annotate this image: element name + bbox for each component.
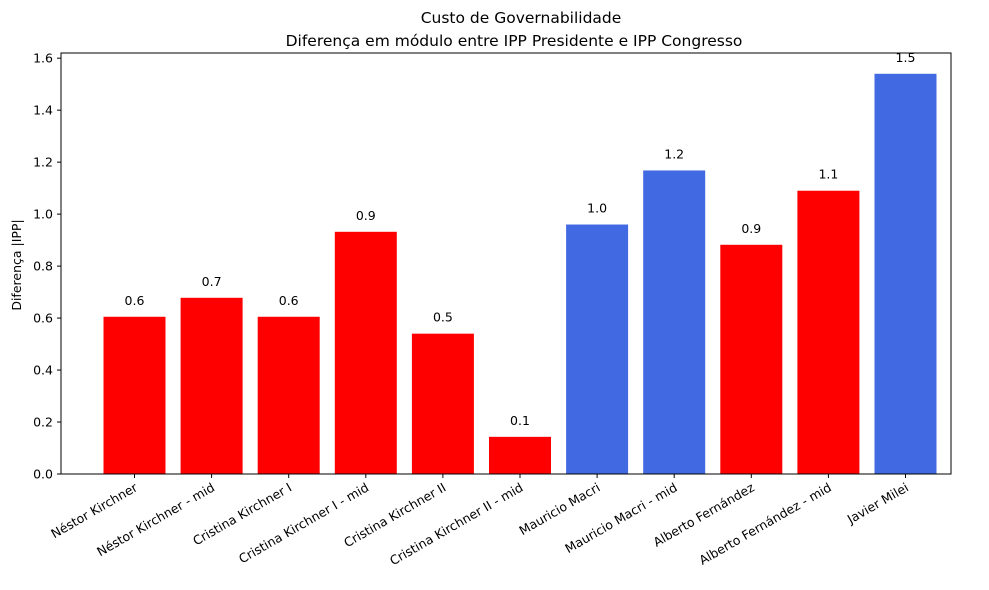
bar bbox=[797, 190, 860, 475]
y-tick-label: 1.0 bbox=[33, 207, 53, 222]
bar bbox=[643, 170, 706, 474]
data-label: 0.7 bbox=[202, 274, 222, 289]
y-tick-label: 0.2 bbox=[33, 415, 53, 430]
bar bbox=[334, 231, 397, 474]
bar bbox=[411, 333, 474, 474]
y-tick-label: 1.4 bbox=[33, 103, 53, 118]
data-label: 0.1 bbox=[510, 413, 530, 428]
x-tick-label: Cristina Kirchner I - mid bbox=[236, 480, 371, 567]
data-label: 1.5 bbox=[896, 50, 916, 65]
y-tick-label: 0.4 bbox=[33, 363, 53, 378]
y-tick-label: 1.6 bbox=[33, 51, 53, 66]
x-tick-label: Alberto Fernández - mid bbox=[696, 480, 834, 568]
plot-frame bbox=[60, 52, 952, 475]
y-tick-label: 0.0 bbox=[33, 467, 53, 482]
data-label: 0.6 bbox=[279, 293, 299, 308]
bar bbox=[103, 316, 166, 474]
bar bbox=[180, 297, 243, 474]
y-tick-label: 0.6 bbox=[33, 311, 53, 326]
chart-subtitle: Diferença em módulo entre IPP Presidente… bbox=[286, 32, 743, 50]
data-label: 1.1 bbox=[818, 167, 838, 182]
x-tick-label: Javier Milei bbox=[844, 480, 911, 527]
chart-title: Custo de Governabilidade bbox=[421, 9, 622, 27]
bar bbox=[566, 224, 629, 474]
y-tick-label: 1.2 bbox=[33, 155, 53, 170]
y-axis-label: Diferença |IPP| bbox=[9, 219, 24, 310]
data-label: 0.6 bbox=[125, 293, 145, 308]
data-label: 0.9 bbox=[356, 208, 376, 223]
bar bbox=[489, 436, 551, 474]
data-labels-group: 0.6 0.7 0.6 0.9 0.5 0.1 1.0 1.2 0.9 1.1 1.5 bbox=[125, 50, 916, 428]
data-label: 1.2 bbox=[664, 146, 684, 161]
bar bbox=[257, 316, 320, 474]
bars-group bbox=[103, 73, 937, 475]
bar bbox=[874, 73, 937, 474]
data-label: 0.5 bbox=[433, 310, 453, 325]
data-label: 0.9 bbox=[741, 221, 761, 236]
data-label: 1.0 bbox=[587, 201, 607, 216]
y-tick-label: 0.8 bbox=[33, 259, 53, 274]
x-tick-label: Cristina Kirchner II - mid bbox=[387, 480, 525, 569]
bar bbox=[720, 244, 783, 474]
y-axis: 0.0 0.2 0.4 0.6 0.8 1.0 1.2 1.4 1.6 bbox=[33, 51, 61, 482]
